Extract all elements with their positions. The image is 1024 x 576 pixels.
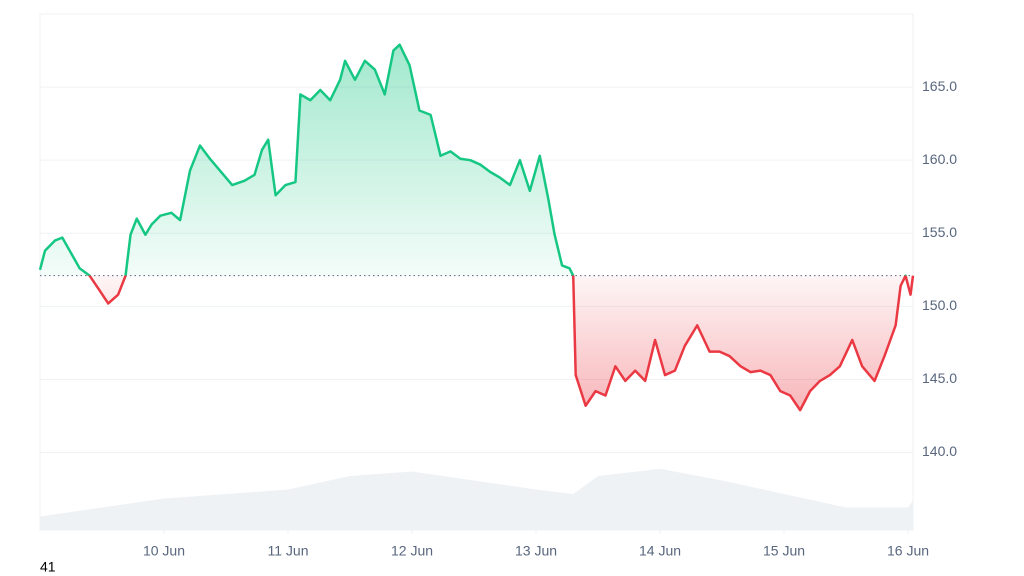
y-tick-label: 155.0 [922,224,957,240]
volume-area [40,468,913,530]
x-tick-label: 14 Jun [639,543,681,559]
price-line [38,43,915,412]
x-tick-label: 12 Jun [391,543,433,559]
y-tick-label: 140.0 [922,443,957,459]
x-tick-label: 13 Jun [515,543,557,559]
x-tick-label: 16 Jun [887,543,929,559]
x-tick-label: 11 Jun [268,543,309,559]
y-tick-label: 145.0 [922,370,957,386]
price-area [40,44,913,411]
footnote: 41 [40,559,56,575]
y-tick-label: 165.0 [922,78,957,94]
x-tick-label: 15 Jun [763,543,805,559]
y-tick-label: 160.0 [922,151,957,167]
x-tick-label: 10 Jun [143,543,185,559]
y-tick-label: 150.0 [922,297,957,313]
